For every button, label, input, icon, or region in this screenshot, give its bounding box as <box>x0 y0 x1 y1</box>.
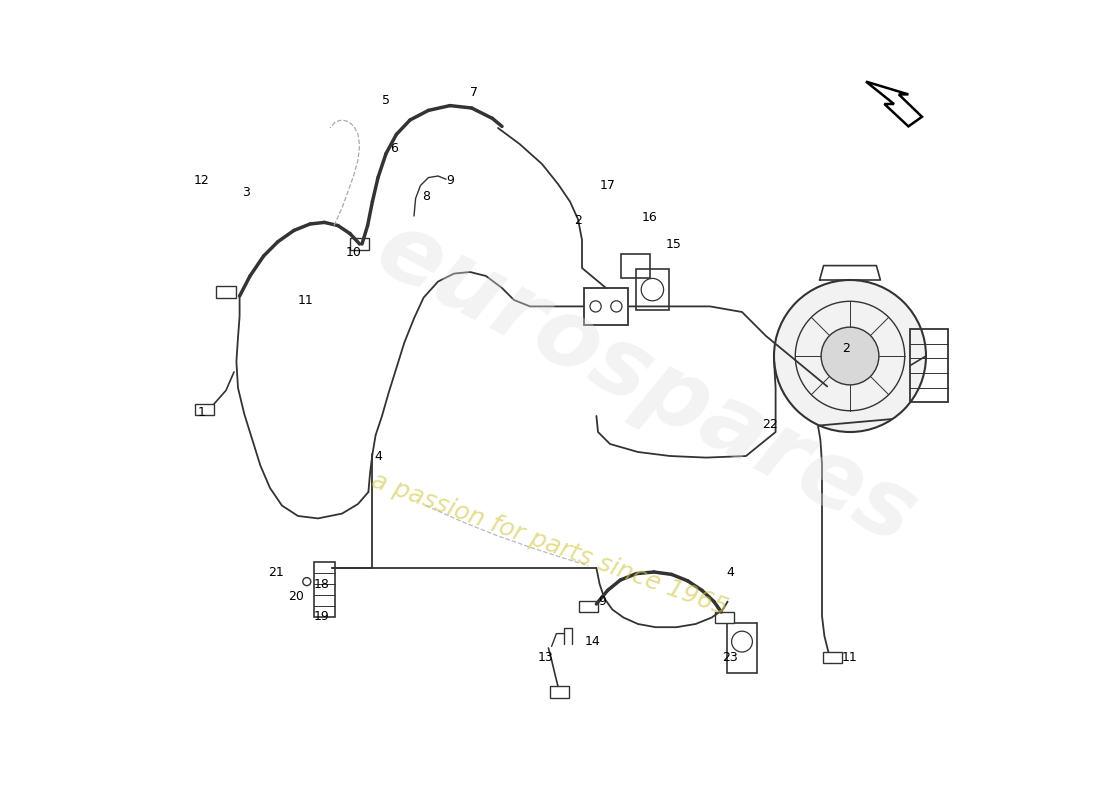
Text: 23: 23 <box>722 651 738 664</box>
Text: a passion for parts since 1965: a passion for parts since 1965 <box>368 468 732 620</box>
Text: 2: 2 <box>843 342 850 354</box>
Text: 9: 9 <box>447 174 454 186</box>
Text: 3: 3 <box>242 186 250 198</box>
Text: 6: 6 <box>390 142 398 154</box>
Text: 11: 11 <box>843 651 858 664</box>
Text: 2: 2 <box>574 214 582 226</box>
Text: 10: 10 <box>346 246 362 258</box>
Text: 19: 19 <box>315 610 330 622</box>
Text: 7: 7 <box>470 86 478 98</box>
Bar <box>715 612 734 623</box>
Text: 21: 21 <box>268 566 284 578</box>
Bar <box>550 686 569 698</box>
Bar <box>579 601 598 612</box>
Text: 17: 17 <box>600 179 616 192</box>
Bar <box>195 404 214 415</box>
Text: 9: 9 <box>598 595 606 608</box>
Text: 18: 18 <box>315 578 330 590</box>
Bar <box>584 288 628 325</box>
Bar <box>350 238 370 250</box>
Bar <box>217 286 235 298</box>
Text: 11: 11 <box>298 294 314 306</box>
Text: 5: 5 <box>382 94 390 106</box>
Circle shape <box>821 327 879 385</box>
Bar <box>910 329 948 402</box>
Text: 4: 4 <box>726 566 734 578</box>
Text: 8: 8 <box>422 190 430 202</box>
Text: 15: 15 <box>667 238 682 250</box>
Text: 1: 1 <box>198 406 206 418</box>
Text: 4: 4 <box>374 450 382 462</box>
Text: eurospares: eurospares <box>361 203 932 565</box>
Polygon shape <box>866 82 922 126</box>
Text: 22: 22 <box>762 418 778 430</box>
Text: 12: 12 <box>194 174 210 186</box>
Text: 14: 14 <box>584 635 601 648</box>
Bar <box>823 652 842 663</box>
Bar <box>636 269 669 310</box>
Bar <box>314 562 334 617</box>
Text: 20: 20 <box>288 590 305 602</box>
Bar <box>621 254 650 278</box>
Circle shape <box>774 280 926 432</box>
Text: 13: 13 <box>538 651 554 664</box>
Bar <box>727 623 757 673</box>
Text: 16: 16 <box>642 211 658 224</box>
